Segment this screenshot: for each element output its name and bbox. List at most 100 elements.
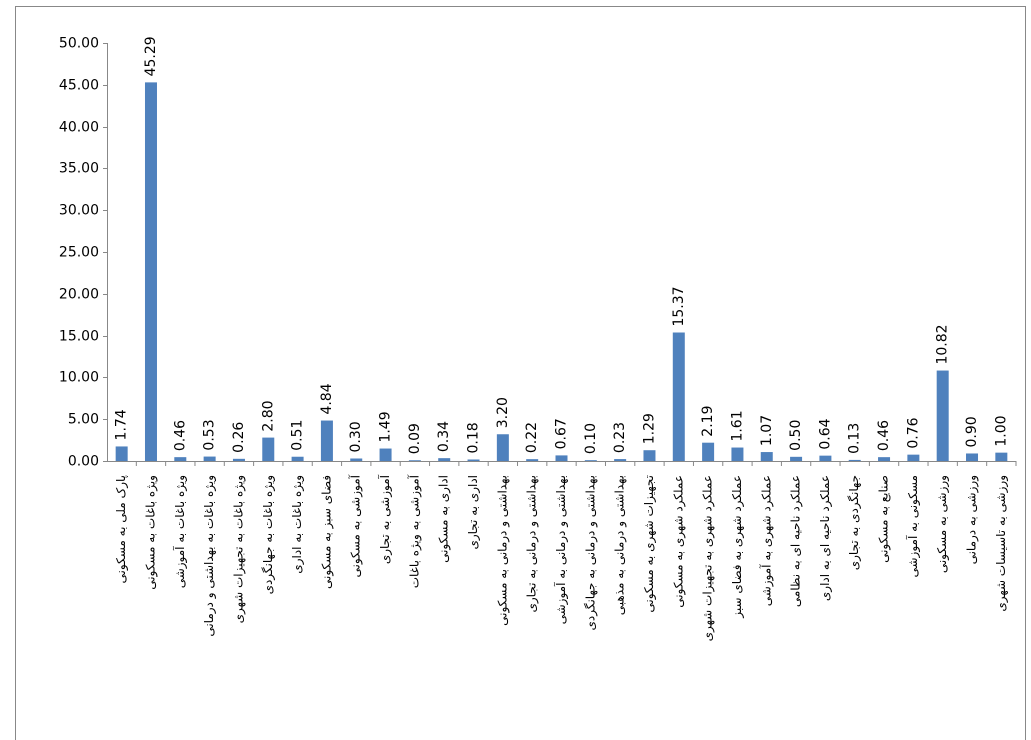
bar bbox=[702, 442, 715, 461]
bar bbox=[584, 460, 597, 461]
value-label: 1.74 bbox=[114, 409, 130, 440]
x-tick-label: عملکرد ناحیه ای به نظامی bbox=[789, 475, 804, 607]
x-tick-label: ویژه باغات به آموزشی bbox=[172, 475, 188, 588]
y-tick-label: 10.00 bbox=[59, 370, 99, 386]
x-tick-label: بهداشتی و درمانی به مذهبی bbox=[613, 475, 628, 615]
bar bbox=[291, 456, 304, 461]
x-tick-label: آموزشی به ویژه باغات bbox=[406, 474, 422, 588]
bar bbox=[174, 457, 187, 461]
value-label: 2.19 bbox=[700, 406, 716, 437]
bar bbox=[966, 453, 979, 461]
bar bbox=[467, 459, 480, 461]
bar bbox=[760, 452, 773, 461]
chart-frame bbox=[15, 6, 1026, 740]
value-label: 2.80 bbox=[260, 400, 276, 431]
bar bbox=[643, 450, 656, 461]
bar bbox=[438, 458, 451, 461]
bar bbox=[672, 332, 685, 461]
value-label: 1.61 bbox=[729, 410, 745, 441]
value-label: 4.84 bbox=[319, 383, 335, 414]
value-label: 0.64 bbox=[817, 418, 833, 449]
bar bbox=[203, 456, 216, 461]
x-tick-label: تجهیزات شهری به مسکونی bbox=[642, 475, 657, 613]
bar bbox=[144, 82, 157, 461]
value-label: 0.13 bbox=[847, 423, 863, 454]
value-label: 0.26 bbox=[231, 422, 247, 453]
value-label: 0.18 bbox=[466, 422, 482, 453]
bar bbox=[379, 448, 392, 461]
y-tick-label: 15.00 bbox=[59, 329, 99, 345]
x-tick-label: ورزشی به مسکونی bbox=[935, 475, 950, 573]
x-tick-label: ویژه باغات به تجهیزات شهری bbox=[231, 475, 246, 623]
x-tick-label: فضای سبز به مسکونی bbox=[319, 475, 334, 589]
y-tick-label: 5.00 bbox=[68, 412, 99, 428]
value-label: 0.90 bbox=[964, 416, 980, 447]
bar bbox=[496, 434, 509, 461]
x-tick-label: ویژه باغات به بهداشتی و درمانی bbox=[202, 475, 217, 637]
value-label: 15.37 bbox=[671, 286, 687, 326]
x-tick-label: بهداشتی و درمانی به آموزشی bbox=[553, 475, 569, 624]
bar bbox=[878, 457, 891, 461]
value-label: 0.67 bbox=[554, 418, 570, 449]
x-tick-label: بهداشتی و درمانی به جهانگردی bbox=[583, 475, 598, 631]
y-tick-label: 50.00 bbox=[59, 36, 99, 52]
y-tick-label: 40.00 bbox=[59, 120, 99, 136]
x-tick-label: عملکرد شهری به مسکونی bbox=[671, 475, 686, 608]
bar bbox=[350, 458, 363, 461]
bar bbox=[408, 460, 421, 461]
y-tick-label: 30.00 bbox=[59, 203, 99, 219]
y-tick-label: 45.00 bbox=[59, 78, 99, 94]
x-tick-label: آموزشی به مسکونی bbox=[348, 474, 364, 577]
bar bbox=[232, 458, 245, 461]
y-tick-label: 0.00 bbox=[68, 454, 99, 470]
value-label: 0.51 bbox=[290, 420, 306, 451]
x-tick-label: ویژه باغات به اداری bbox=[290, 475, 305, 574]
value-label: 0.10 bbox=[583, 423, 599, 454]
value-label: 10.82 bbox=[935, 324, 951, 364]
bar bbox=[995, 452, 1008, 461]
bar bbox=[936, 370, 949, 461]
x-tick-label: بهداشتی و درمانی به مسکونی bbox=[495, 475, 510, 626]
bar bbox=[115, 446, 128, 461]
value-label: 0.22 bbox=[524, 422, 540, 453]
x-tick-label: عملکرد شهری به فضای سبز bbox=[730, 475, 745, 619]
y-tick-label: 20.00 bbox=[59, 287, 99, 303]
x-tick-label: مسکونی به آموزشی bbox=[905, 475, 921, 578]
value-label: 3.20 bbox=[495, 397, 511, 428]
x-tick-label: عملکرد شهری به تجهیزات شهری bbox=[701, 475, 716, 641]
value-label: 1.49 bbox=[378, 411, 394, 442]
x-tick-label: اداری به تجاری bbox=[466, 475, 481, 550]
bar bbox=[262, 437, 275, 461]
value-label: 45.29 bbox=[143, 36, 159, 76]
value-label: 0.76 bbox=[905, 417, 921, 448]
x-tick-label: صنایع به مسکونی bbox=[877, 475, 892, 563]
x-tick-label: اداری به مسکونی bbox=[437, 475, 452, 563]
x-tick-label: ورزشی به تاسیسات شهری bbox=[994, 475, 1009, 612]
x-tick-label: پارک ملی به مسکونی bbox=[114, 475, 129, 583]
bar bbox=[614, 459, 627, 461]
bar bbox=[819, 455, 832, 461]
value-label: 0.34 bbox=[436, 421, 452, 452]
value-label: 1.00 bbox=[993, 415, 1009, 446]
value-label: 1.07 bbox=[759, 415, 775, 446]
bar bbox=[907, 454, 920, 461]
x-tick-label: عملکرد ناحیه ای به اداری bbox=[818, 475, 833, 601]
bar bbox=[555, 455, 568, 461]
y-tick-label: 35.00 bbox=[59, 161, 99, 177]
value-label: 0.09 bbox=[407, 423, 423, 454]
x-tick-label: عملکرد شهری به آموزشی bbox=[758, 475, 774, 606]
value-label: 0.23 bbox=[612, 422, 628, 453]
bar bbox=[848, 459, 861, 461]
x-tick-label: ورزشی به درمانی bbox=[965, 475, 980, 564]
x-tick-label: بهداشتی و درمانی به تجاری bbox=[525, 475, 540, 613]
bar bbox=[731, 447, 744, 461]
value-label: 0.46 bbox=[172, 420, 188, 451]
x-tick-label: ویژه باغات به جهانگردی bbox=[261, 475, 276, 594]
y-tick-label: 25.00 bbox=[59, 245, 99, 261]
value-label: 1.29 bbox=[641, 413, 657, 444]
value-label: 0.53 bbox=[202, 419, 218, 450]
bar bbox=[320, 420, 333, 461]
x-tick-label: جهانگردی به تجاری bbox=[847, 475, 862, 570]
value-label: 0.50 bbox=[788, 420, 804, 451]
